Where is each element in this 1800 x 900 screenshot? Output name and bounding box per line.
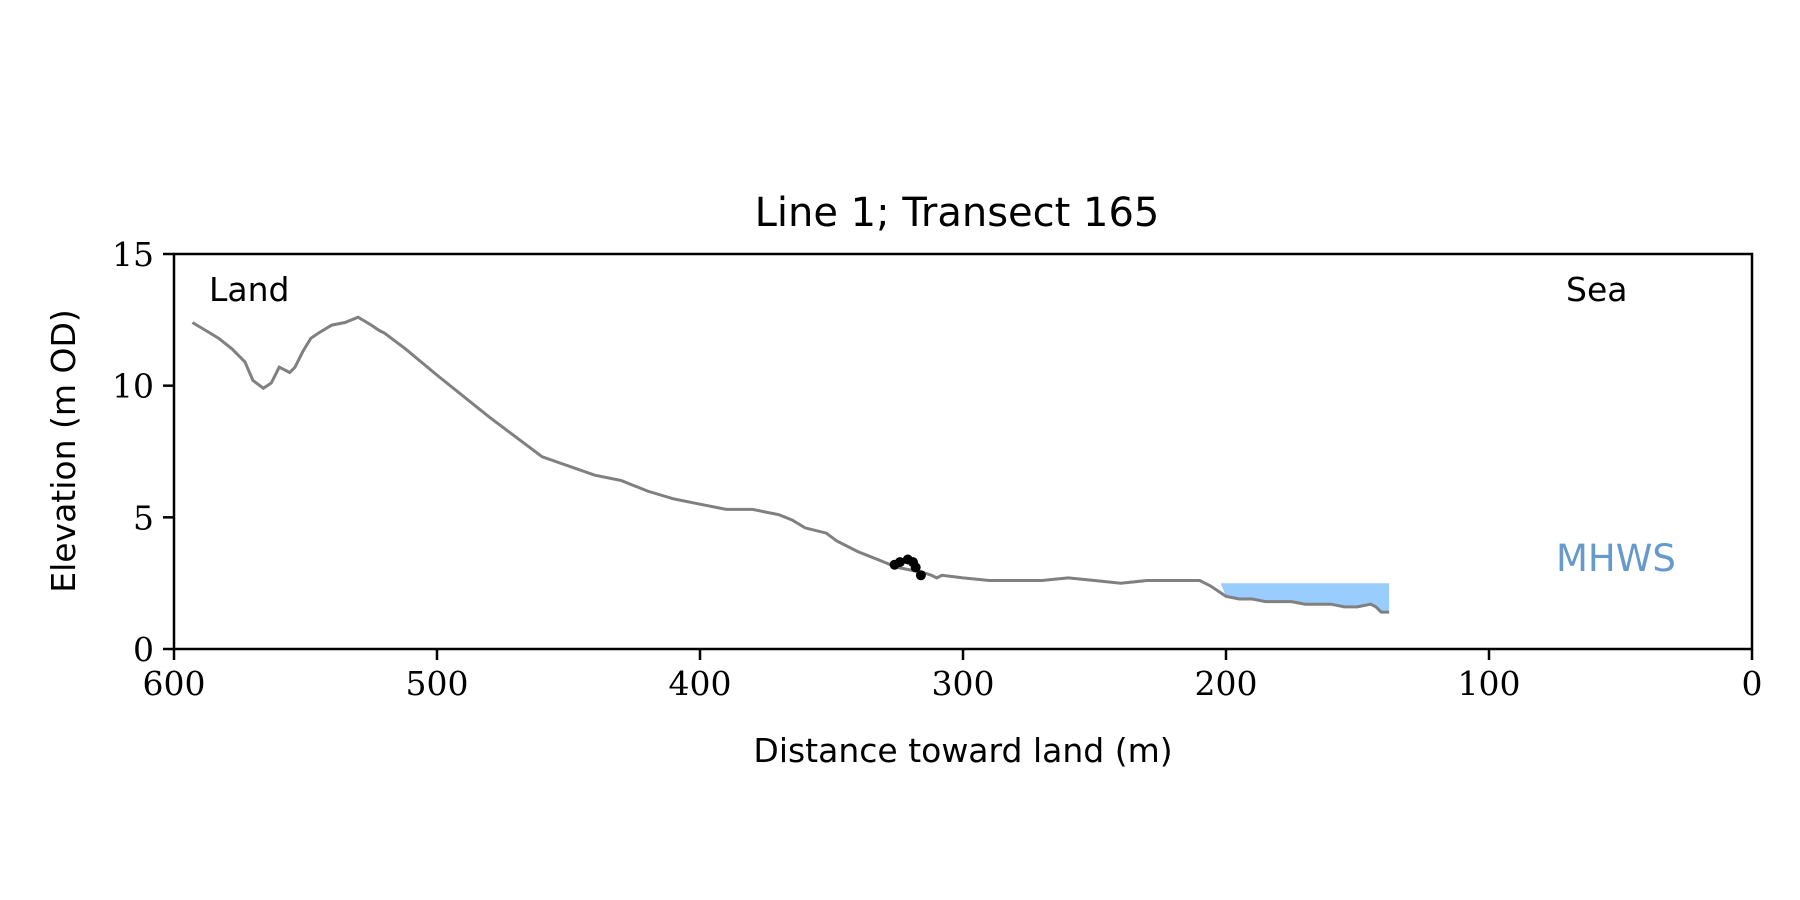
profile-line [191,315,1390,614]
x-tick-label: 100 [1458,664,1521,703]
chart-title: Line 1; Transect 165 [755,190,1160,236]
x-tick-label: 200 [1195,664,1258,703]
plot-frame [172,252,1754,651]
land-annotation: Land [209,270,289,309]
water-fill [1220,583,1390,613]
x-tick-label: 600 [143,664,206,703]
x-tick-label: 500 [406,664,469,703]
sea-annotation: Sea [1566,270,1627,309]
point-marker [894,557,905,568]
x-axis-label: Distance toward land (m) [753,731,1172,770]
y-tick-label: 10 [112,367,154,406]
x-tick-label: 400 [669,664,732,703]
plot-area [172,252,1754,651]
y-tick-label: 0 [133,630,154,669]
mhws-annotation: MHWS [1556,537,1676,580]
x-tick-label: 0 [1742,664,1763,703]
y-axis-ticks: 0 5 10 15 [112,235,174,669]
point-markers [889,554,926,581]
y-tick-label: 5 [133,498,154,537]
y-axis-label: Elevation (m OD) [44,309,83,593]
x-axis-ticks: 600 500 400 300 200 100 0 [143,649,1763,703]
y-tick-label: 15 [112,235,154,274]
point-marker [910,562,921,573]
point-marker [915,570,926,581]
x-tick-label: 300 [932,664,995,703]
